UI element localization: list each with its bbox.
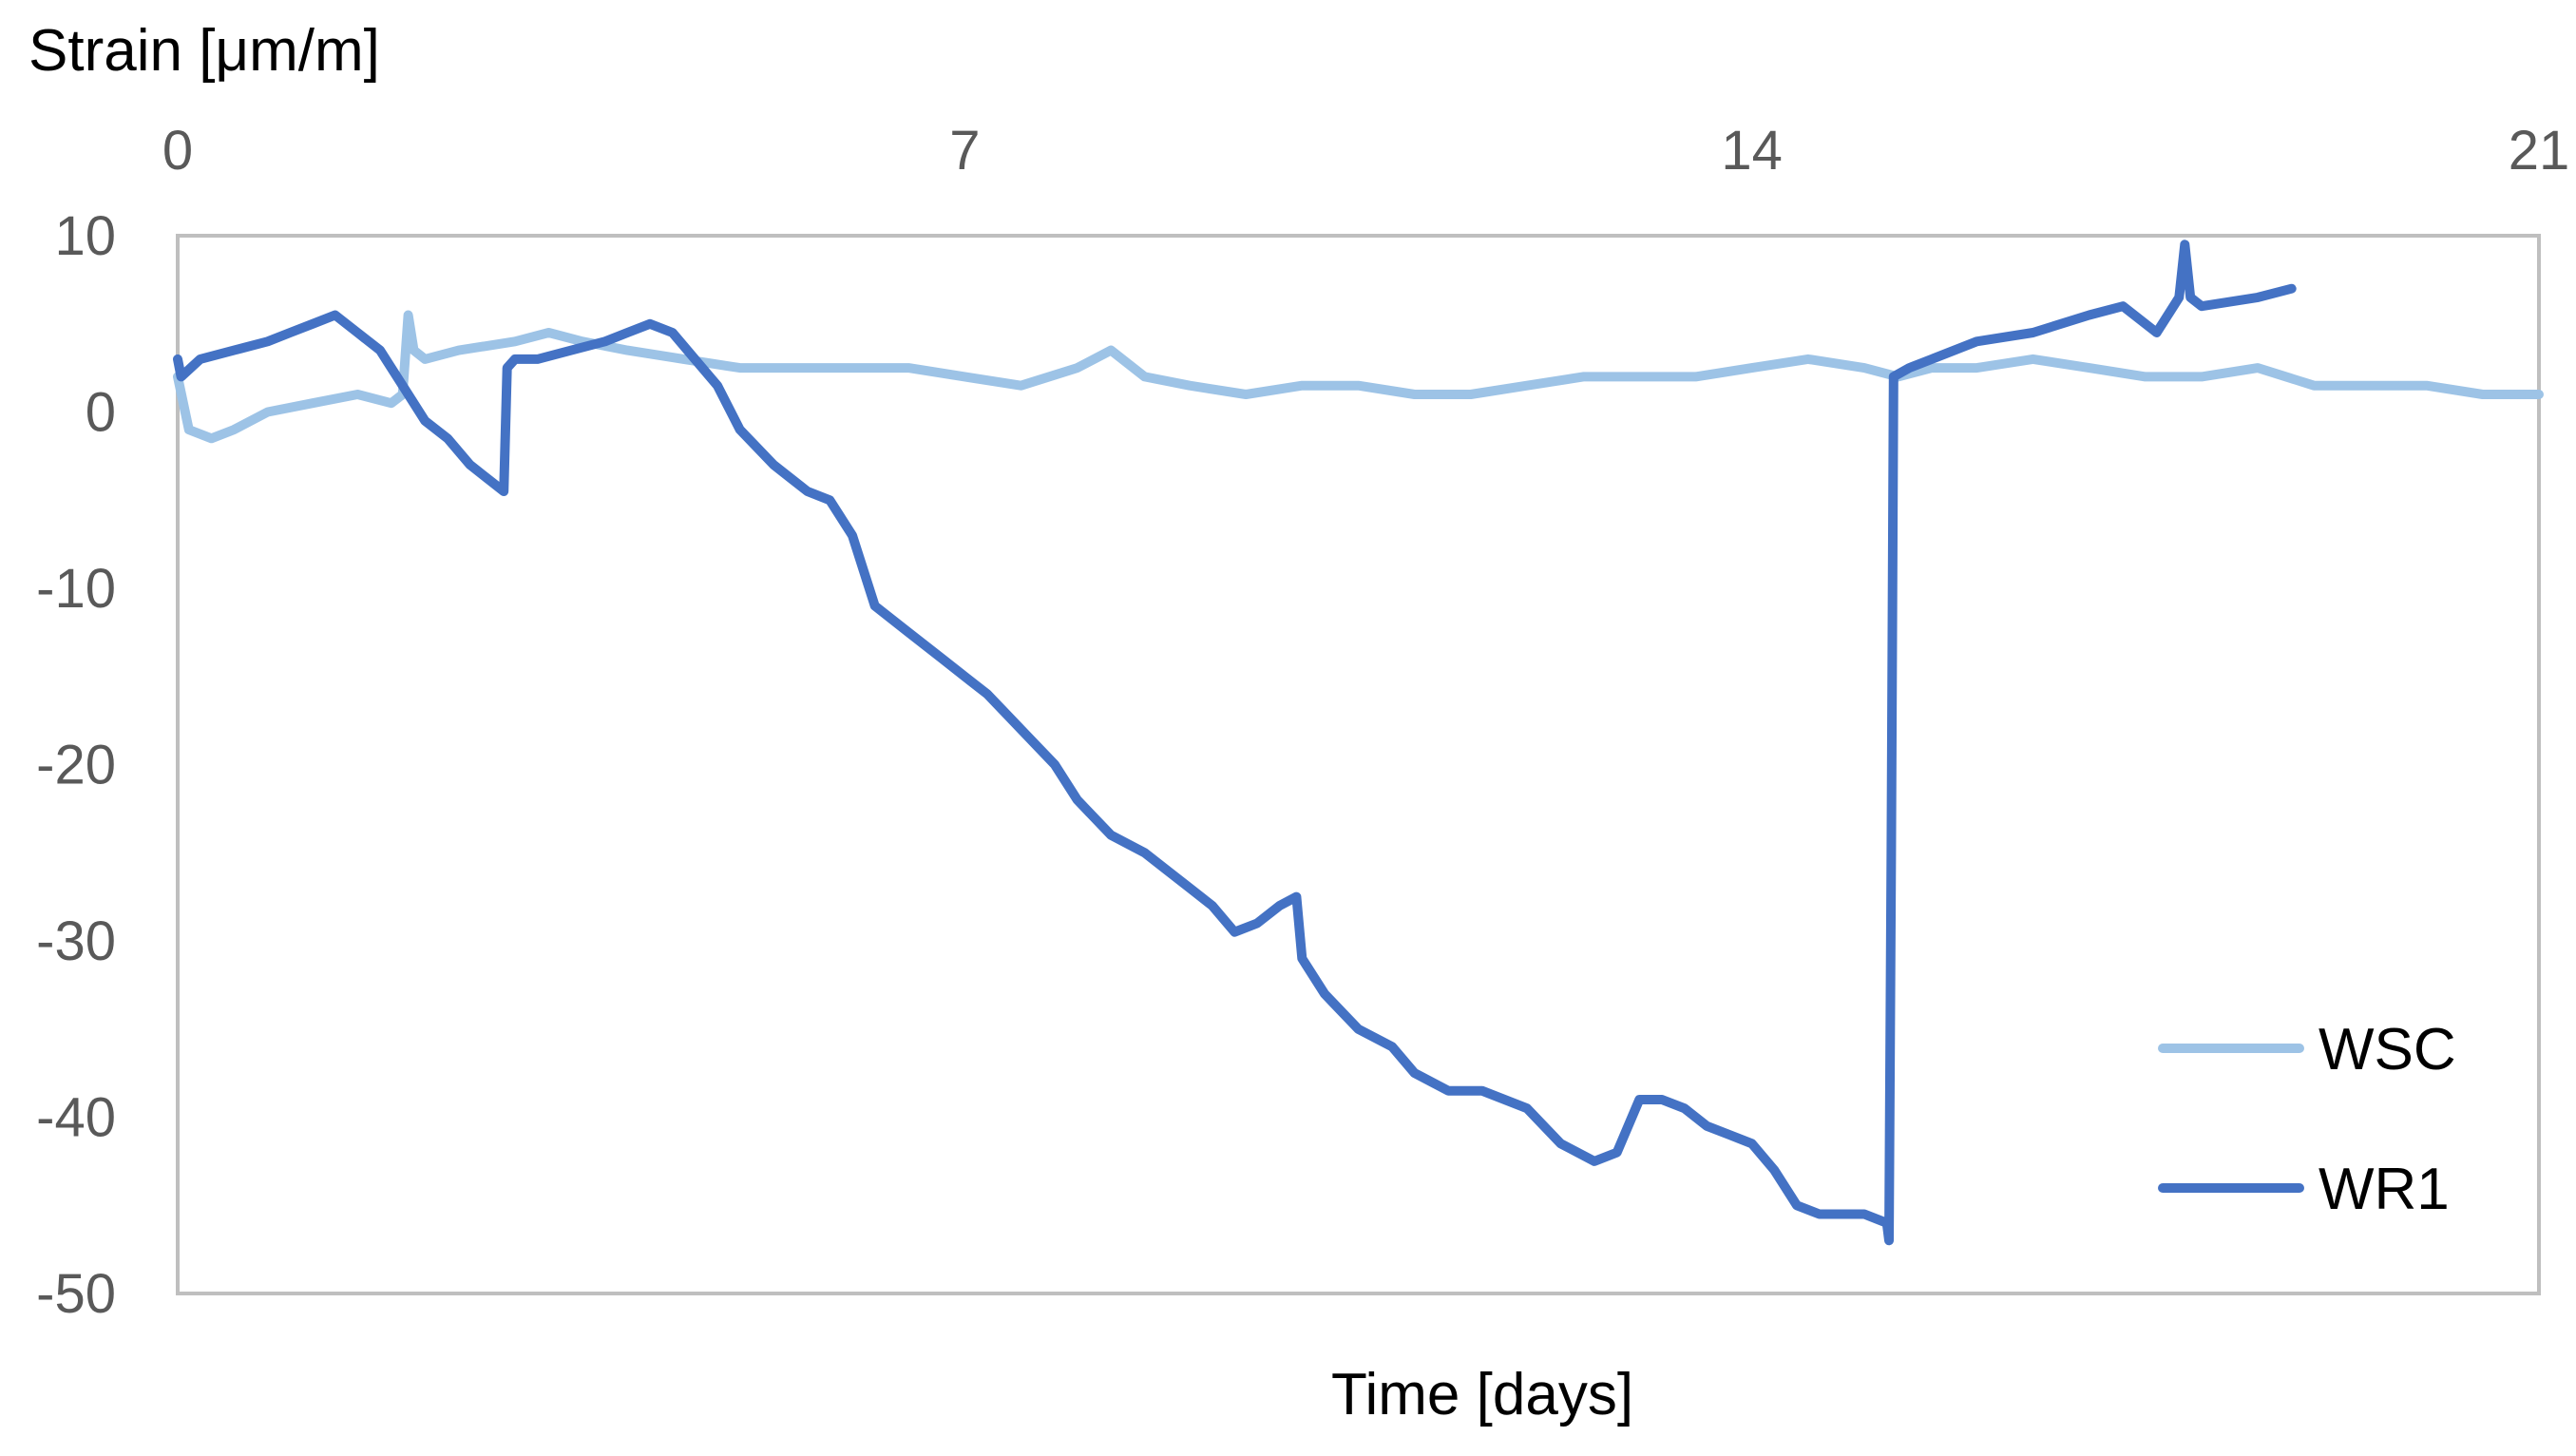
y-tick-label-1: 0 bbox=[86, 382, 116, 444]
plot-area-border bbox=[176, 234, 2541, 1295]
x-axis-title: Time [days] bbox=[1330, 1362, 1634, 1427]
x-tick-label-1: 7 bbox=[949, 120, 980, 182]
legend-label-wr1: WR1 bbox=[2318, 1157, 2450, 1222]
x-tick-labels: 0 7 14 21 bbox=[162, 120, 2569, 182]
y-tick-label-0: 10 bbox=[54, 205, 116, 267]
legend: WSC WR1 bbox=[2158, 1017, 2456, 1222]
series-lines bbox=[173, 239, 2544, 1246]
series-line-wr1 bbox=[173, 239, 2297, 1246]
y-tick-label-5: -40 bbox=[36, 1087, 116, 1149]
series-line-wsc bbox=[173, 310, 2544, 444]
legend-label-wsc: WSC bbox=[2318, 1017, 2456, 1082]
x-tick-label-3: 21 bbox=[2509, 120, 2570, 182]
y-tick-labels: 10 0 -10 -20 -30 -40 -50 bbox=[36, 205, 116, 1325]
y-tick-label-3: -20 bbox=[36, 735, 116, 796]
y-tick-label-4: -30 bbox=[36, 910, 116, 972]
y-axis-title: Strain [μm/m] bbox=[29, 18, 380, 84]
y-tick-label-6: -50 bbox=[36, 1263, 116, 1325]
x-tick-label-0: 0 bbox=[162, 120, 193, 182]
x-tick-label-2: 14 bbox=[1721, 120, 1783, 182]
y-tick-label-2: -10 bbox=[36, 558, 116, 620]
